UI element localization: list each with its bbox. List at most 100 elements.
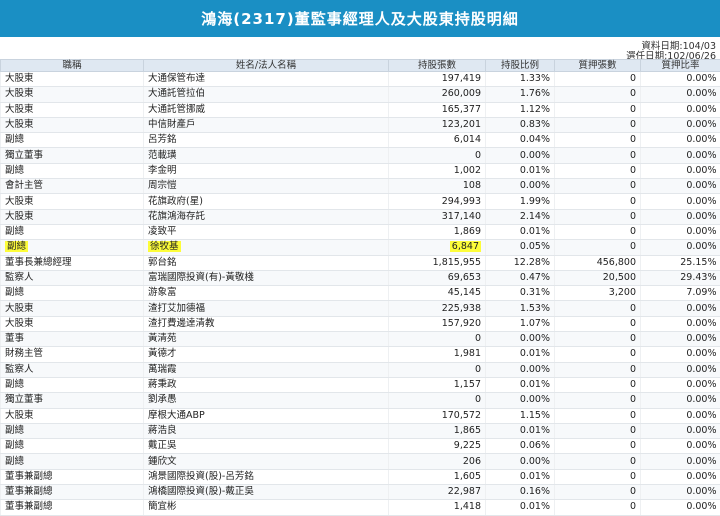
pledge-ratio-cell: 0.00% xyxy=(641,347,720,362)
pledged-shares-cell: 456,800 xyxy=(555,255,641,270)
shares-cell: 294,993 xyxy=(389,194,486,209)
position-cell: 財務主管 xyxy=(1,347,144,362)
name-cell-text: 大通託管拉伯 xyxy=(148,88,205,99)
pledged-shares-cell-text: 0 xyxy=(630,440,636,451)
share-ratio-cell-text: 0.16% xyxy=(520,486,550,497)
share-ratio-cell-text: 0.05% xyxy=(520,241,550,252)
name-cell[interactable]: 渣打費邊達清教 xyxy=(144,316,389,331)
pledged-shares-cell-text: 0 xyxy=(630,73,636,84)
name-cell[interactable]: 周宗愷 xyxy=(144,179,389,194)
header-share-ratio[interactable]: 持股比例 xyxy=(486,60,555,72)
name-cell[interactable]: 黃德才 xyxy=(144,347,389,362)
position-cell-text: 大股東 xyxy=(5,119,34,130)
name-cell[interactable]: 鍾欣文 xyxy=(144,454,389,469)
pledged-shares-cell: 0 xyxy=(555,377,641,392)
name-cell[interactable]: 大通託管拉伯 xyxy=(144,87,389,102)
name-cell[interactable]: 蔣浩良 xyxy=(144,423,389,438)
pledged-shares-cell: 0 xyxy=(555,454,641,469)
name-cell[interactable]: 呂芳銘 xyxy=(144,133,389,148)
name-cell[interactable]: 蔣秉政 xyxy=(144,377,389,392)
share-ratio-cell-text: 0.01% xyxy=(520,348,550,359)
position-cell-text: 獨立董事 xyxy=(5,150,43,161)
shares-cell: 1,605 xyxy=(389,469,486,484)
pledge-ratio-cell: 0.00% xyxy=(641,362,720,377)
pledge-ratio-cell: 0.00% xyxy=(641,72,720,87)
position-cell-text: 董事 xyxy=(5,333,24,344)
name-cell-text: 渣打費邊達清教 xyxy=(148,318,215,329)
pledged-shares-cell-text: 0 xyxy=(630,471,636,482)
name-cell[interactable]: 鴻景國際投資(股)-呂芳銘 xyxy=(144,469,389,484)
pledge-ratio-cell-text: 0.00% xyxy=(686,364,716,375)
share-ratio-cell: 0.01% xyxy=(486,500,555,515)
position-cell: 副總 xyxy=(1,163,144,178)
name-cell[interactable]: 花旗鴻海存託 xyxy=(144,209,389,224)
pledged-shares-cell: 0 xyxy=(555,485,641,500)
name-cell[interactable]: 郭台銘 xyxy=(144,255,389,270)
name-cell-text: 萬瑞霞 xyxy=(148,364,177,375)
name-cell[interactable]: 戴正吳 xyxy=(144,439,389,454)
shares-cell-text: 123,201 xyxy=(442,119,481,130)
pledge-ratio-cell-text: 0.00% xyxy=(686,211,716,222)
name-cell[interactable]: 游象富 xyxy=(144,286,389,301)
share-ratio-cell-text: 0.01% xyxy=(520,471,550,482)
name-cell[interactable]: 富瑞國際投資(有)-黃敬棧 xyxy=(144,270,389,285)
name-cell[interactable]: 李金明 xyxy=(144,163,389,178)
header-name[interactable]: 姓名/法人名稱 xyxy=(144,60,389,72)
name-cell[interactable]: 劉承愚 xyxy=(144,393,389,408)
name-cell[interactable]: 花旗政府(星) xyxy=(144,194,389,209)
shares-cell: 206 xyxy=(389,454,486,469)
pledged-shares-cell: 0 xyxy=(555,316,641,331)
name-cell[interactable]: 渣打艾加德福 xyxy=(144,301,389,316)
header-pledge-ratio[interactable]: 質押比率 xyxy=(641,60,720,72)
share-ratio-cell: 0.01% xyxy=(486,347,555,362)
name-cell[interactable]: 萬瑞霞 xyxy=(144,362,389,377)
position-cell: 副總 xyxy=(1,286,144,301)
position-cell-text: 監察人 xyxy=(5,364,34,375)
pledge-ratio-cell-text: 29.43% xyxy=(680,272,716,283)
shares-cell-text: 22,987 xyxy=(448,486,481,497)
name-cell[interactable]: 中信財產戶 xyxy=(144,117,389,132)
share-ratio-cell-text: 0.00% xyxy=(520,364,550,375)
header-position[interactable]: 職稱 xyxy=(1,60,144,72)
pledge-ratio-cell: 0.00% xyxy=(641,87,720,102)
pledge-ratio-cell: 0.00% xyxy=(641,179,720,194)
shares-cell: 1,865 xyxy=(389,423,486,438)
share-ratio-cell-text: 0.83% xyxy=(520,119,550,130)
pledged-shares-cell-text: 0 xyxy=(630,318,636,329)
name-cell[interactable]: 大通保管布達 xyxy=(144,72,389,87)
shares-cell-text: 225,938 xyxy=(442,303,481,314)
shares-cell: 69,653 xyxy=(389,270,486,285)
name-cell-text: 徐牧基 xyxy=(148,241,181,252)
share-ratio-cell-text: 0.01% xyxy=(520,501,550,512)
pledged-shares-cell: 3,200 xyxy=(555,286,641,301)
pledge-ratio-cell: 0.00% xyxy=(641,224,720,239)
pledge-ratio-cell: 0.00% xyxy=(641,209,720,224)
header-pledged-shares[interactable]: 質押張數 xyxy=(555,60,641,72)
position-cell: 大股東 xyxy=(1,117,144,132)
pledge-ratio-cell: 0.00% xyxy=(641,133,720,148)
pledged-shares-cell-text: 0 xyxy=(630,394,636,405)
name-cell-text: 郭台銘 xyxy=(148,257,177,268)
pledged-shares-cell-text: 0 xyxy=(630,165,636,176)
name-cell[interactable]: 凌致平 xyxy=(144,224,389,239)
name-cell[interactable]: 黃清苑 xyxy=(144,332,389,347)
header-shares[interactable]: 持股張數 xyxy=(389,60,486,72)
name-cell[interactable]: 大通託管挪威 xyxy=(144,102,389,117)
position-cell: 獨立董事 xyxy=(1,148,144,163)
pledge-ratio-cell-text: 0.00% xyxy=(686,333,716,344)
shares-cell: 1,002 xyxy=(389,163,486,178)
pledge-ratio-cell-text: 0.00% xyxy=(686,318,716,329)
name-cell[interactable]: 鴻橋國際投資(股)-戴正吳 xyxy=(144,485,389,500)
name-cell[interactable]: 摩根大通ABP xyxy=(144,408,389,423)
pledge-ratio-cell: 29.43% xyxy=(641,270,720,285)
shares-cell-text: 69,653 xyxy=(448,272,481,283)
name-cell[interactable]: 徐牧基 xyxy=(144,240,389,255)
pledge-ratio-cell: 0.00% xyxy=(641,423,720,438)
name-cell[interactable]: 簡宜彬 xyxy=(144,500,389,515)
share-ratio-cell: 2.14% xyxy=(486,209,555,224)
name-cell[interactable]: 范載璜 xyxy=(144,148,389,163)
